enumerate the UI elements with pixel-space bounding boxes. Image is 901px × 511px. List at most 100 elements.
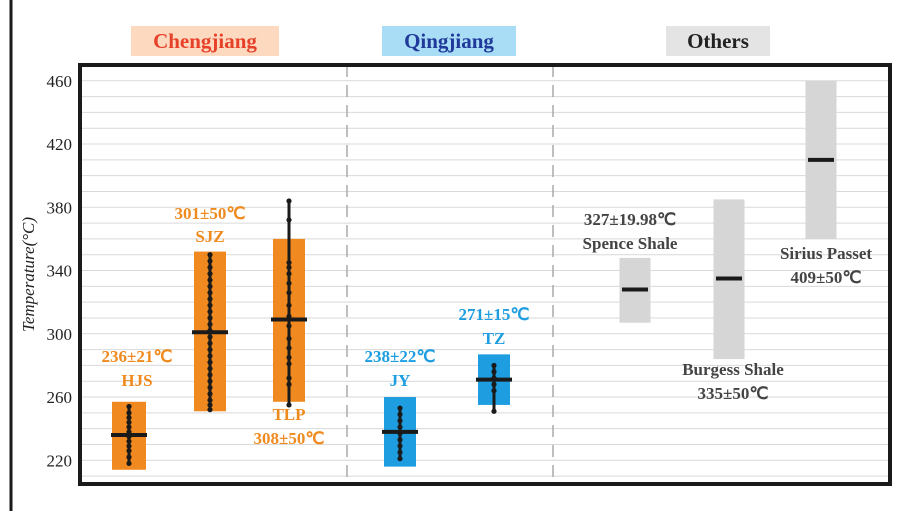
y-tick-label: 340	[47, 262, 73, 281]
data-point	[286, 381, 292, 387]
data-point	[126, 403, 132, 410]
data-point	[207, 347, 213, 353]
data-point	[207, 302, 213, 308]
data-point	[126, 460, 132, 467]
data-point	[286, 198, 292, 204]
series-label-bottom: Spence Shale	[583, 234, 678, 253]
group-header-label: Qingjiang	[404, 29, 494, 53]
data-point	[286, 323, 292, 329]
data-point	[207, 340, 213, 346]
data-point	[207, 378, 213, 384]
data-point	[207, 365, 213, 372]
data-point	[207, 372, 213, 378]
series-boxes	[111, 80, 837, 470]
y-tick-label: 460	[47, 72, 73, 91]
y-axis: 220 260 300 340 380 420 460 Temperature(°C)	[19, 72, 72, 470]
data-point	[286, 264, 292, 270]
y-axis-label: Temperature(°C)	[19, 217, 38, 332]
data-point	[286, 290, 292, 296]
data-point	[207, 402, 213, 408]
data-point	[491, 369, 497, 375]
group-header-label: Chengjiang	[153, 29, 257, 53]
data-point	[491, 375, 497, 381]
group-header-bg	[131, 26, 279, 56]
data-point	[207, 264, 213, 270]
series-label-bottom: TZ	[483, 329, 506, 348]
data-point	[286, 260, 292, 266]
data-point	[126, 414, 132, 421]
data-point	[286, 375, 292, 381]
data-point	[286, 361, 292, 367]
data-point	[397, 411, 403, 418]
series-label-top: 301±50℃	[175, 204, 246, 223]
series-label-bottom: 308±50℃	[254, 429, 325, 448]
group-header-label: Others	[687, 29, 749, 53]
data-point	[491, 408, 497, 414]
data-point	[207, 309, 213, 315]
data-point	[207, 334, 213, 340]
data-point	[286, 313, 292, 319]
data-point	[126, 433, 132, 440]
data-point	[126, 429, 132, 435]
data-point	[207, 384, 213, 391]
series-label-bottom: JY	[390, 371, 411, 390]
data-point	[207, 252, 213, 258]
series-label-bottom: HJS	[121, 371, 152, 390]
data-point	[207, 283, 213, 289]
data-point	[397, 430, 403, 437]
data-point	[286, 335, 292, 342]
data-point	[126, 443, 132, 449]
data-point	[491, 388, 497, 394]
data-point	[207, 277, 213, 283]
data-point	[491, 362, 497, 369]
data-point	[126, 438, 132, 444]
y-tick-label: 220	[47, 451, 73, 470]
group-header-bg	[666, 26, 770, 56]
series-label-top: Sirius Passet	[780, 244, 872, 263]
data-point	[286, 280, 292, 286]
data-point	[126, 410, 132, 416]
y-tick-label: 420	[47, 135, 73, 154]
y-tick-label: 260	[47, 388, 73, 407]
group-header-bg	[382, 26, 516, 56]
data-point	[397, 424, 403, 430]
data-point	[207, 407, 213, 413]
y-tick-label: 380	[47, 198, 73, 217]
data-point	[126, 448, 132, 454]
data-point	[207, 359, 213, 365]
data-point	[397, 418, 403, 424]
data-point	[207, 258, 213, 264]
annotations: 236±21℃ HJS 301±50℃ SJZ TLP 308±50℃ 238±22℃ JY 2…	[102, 204, 873, 448]
data-point	[207, 391, 213, 397]
data-point	[207, 290, 213, 296]
data-point	[286, 354, 292, 361]
series-label-top: 327±19.98℃	[584, 210, 676, 229]
series-label-top: 236±21℃	[102, 347, 173, 366]
plot-frame	[78, 63, 892, 486]
series-label-top: Burgess Shale	[682, 360, 784, 379]
series-label-bottom: 409±50℃	[791, 268, 862, 287]
data-point	[126, 424, 132, 430]
data-point	[286, 217, 292, 223]
series-label-bottom: 335±50℃	[698, 384, 769, 403]
data-point	[207, 296, 213, 302]
y-tick-label: 300	[47, 325, 73, 344]
data-point	[286, 345, 292, 351]
series-label-top: 238±22℃	[365, 347, 436, 366]
data-point	[286, 271, 292, 277]
data-point	[397, 456, 403, 462]
data-point	[491, 381, 497, 387]
data-point	[207, 353, 213, 359]
data-point	[126, 454, 132, 460]
data-point	[397, 405, 403, 411]
data-point	[207, 321, 213, 327]
series-label-top: TLP	[272, 405, 305, 424]
data-point	[207, 328, 213, 334]
series-label-top: 271±15℃	[459, 305, 530, 324]
data-point	[126, 419, 132, 425]
data-point	[207, 271, 213, 277]
data-point	[397, 437, 403, 443]
data-point	[207, 397, 213, 403]
data-point	[207, 315, 213, 321]
